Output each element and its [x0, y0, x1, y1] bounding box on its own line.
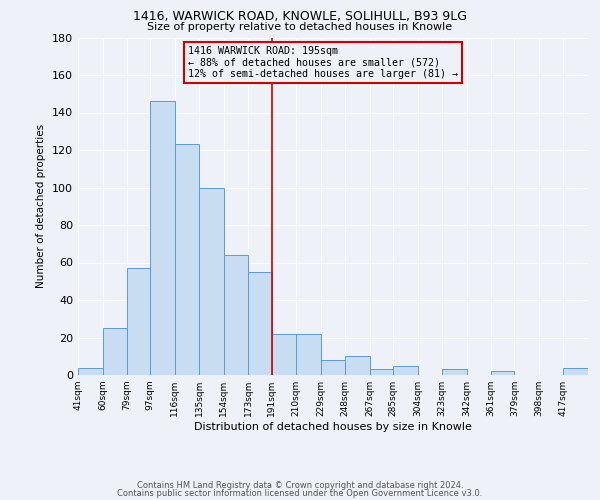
Text: 1416 WARWICK ROAD: 195sqm
← 88% of detached houses are smaller (572)
12% of semi: 1416 WARWICK ROAD: 195sqm ← 88% of detac…: [188, 46, 458, 79]
Text: 1416, WARWICK ROAD, KNOWLE, SOLIHULL, B93 9LG: 1416, WARWICK ROAD, KNOWLE, SOLIHULL, B9…: [133, 10, 467, 23]
Bar: [175, 144, 199, 375]
Bar: [103, 328, 127, 375]
Bar: [296, 334, 321, 375]
Bar: [224, 255, 248, 375]
Y-axis label: Number of detached properties: Number of detached properties: [37, 124, 46, 288]
Bar: [442, 370, 467, 375]
Bar: [199, 188, 224, 375]
Bar: [127, 268, 151, 375]
Bar: [370, 370, 393, 375]
Text: Contains public sector information licensed under the Open Government Licence v3: Contains public sector information licen…: [118, 488, 482, 498]
X-axis label: Distribution of detached houses by size in Knowle: Distribution of detached houses by size …: [194, 422, 472, 432]
Bar: [345, 356, 370, 375]
Text: Size of property relative to detached houses in Knowle: Size of property relative to detached ho…: [148, 22, 452, 32]
Bar: [393, 366, 418, 375]
Bar: [563, 368, 588, 375]
Bar: [151, 101, 175, 375]
Text: Contains HM Land Registry data © Crown copyright and database right 2024.: Contains HM Land Registry data © Crown c…: [137, 481, 463, 490]
Bar: [78, 368, 103, 375]
Bar: [491, 371, 514, 375]
Bar: [272, 334, 296, 375]
Bar: [248, 272, 272, 375]
Bar: [321, 360, 345, 375]
